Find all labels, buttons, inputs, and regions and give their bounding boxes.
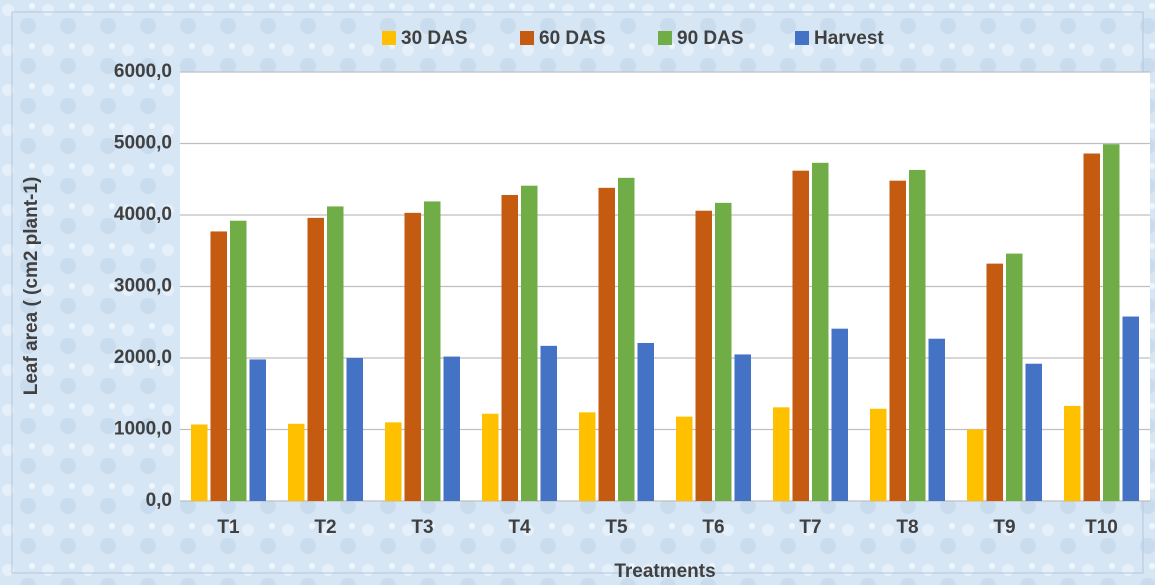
y-tick-label: 0,0 <box>146 490 172 511</box>
x-tick-label: T8 <box>896 517 918 538</box>
legend-label: 90 DAS <box>677 28 744 49</box>
legend-swatch <box>382 31 396 45</box>
bar <box>385 422 402 501</box>
bar <box>792 170 809 502</box>
bar <box>210 231 227 501</box>
bar <box>928 338 945 501</box>
bar <box>812 162 829 501</box>
bar <box>327 206 344 502</box>
bar <box>986 263 1003 501</box>
bar <box>909 169 926 501</box>
legend-swatch <box>520 31 534 45</box>
bar <box>249 359 266 501</box>
bar <box>870 408 887 501</box>
bar <box>831 328 848 501</box>
x-tick-label: T2 <box>314 517 336 538</box>
bar <box>967 429 984 501</box>
x-tick-label: T9 <box>993 517 1015 538</box>
x-axis-label: Treatments <box>614 561 715 582</box>
legend-swatch <box>795 31 809 45</box>
bar <box>521 185 538 501</box>
bar <box>288 423 305 501</box>
bar <box>1006 253 1023 501</box>
bar <box>307 217 324 502</box>
bar <box>598 187 615 501</box>
bar <box>443 356 460 501</box>
bar <box>773 407 790 501</box>
bar <box>676 416 693 501</box>
bar <box>1025 363 1042 501</box>
y-tick-label: 5000,0 <box>114 133 172 154</box>
bar <box>889 180 906 501</box>
x-tick-label: T10 <box>1085 517 1118 538</box>
bar <box>1064 405 1081 501</box>
bar <box>230 220 247 501</box>
bar <box>1122 316 1139 501</box>
y-axis-label: Leaf area ( (cm2 plant-1) <box>21 177 42 396</box>
y-tick-label: 6000,0 <box>114 61 172 82</box>
legend-label: Harvest <box>814 28 884 49</box>
legend-swatch <box>658 31 672 45</box>
bar <box>734 354 751 501</box>
legend-label: 30 DAS <box>401 28 468 49</box>
x-tick-label: T1 <box>217 517 240 538</box>
x-tick-label: T7 <box>799 517 821 538</box>
bar <box>540 345 557 501</box>
bar <box>579 412 596 501</box>
bar <box>618 177 635 501</box>
y-tick-label: 4000,0 <box>114 204 172 225</box>
legend-label: 60 DAS <box>539 28 606 49</box>
bar <box>1083 153 1100 501</box>
bar <box>482 413 499 501</box>
bar <box>346 358 363 501</box>
x-tick-label: T6 <box>702 517 724 538</box>
bar <box>637 342 654 501</box>
bar <box>1103 144 1120 501</box>
bar <box>424 201 441 502</box>
y-tick-label: 3000,0 <box>114 276 172 297</box>
bar <box>501 194 518 502</box>
x-tick-label: T3 <box>411 517 433 538</box>
x-tick-label: T4 <box>508 517 531 538</box>
y-tick-label: 1000,0 <box>114 419 172 440</box>
bar <box>695 210 712 501</box>
y-tick-label: 2000,0 <box>114 347 172 368</box>
bar <box>404 212 421 502</box>
bar <box>191 424 208 501</box>
x-tick-label: T5 <box>605 517 628 538</box>
bar <box>715 202 732 501</box>
